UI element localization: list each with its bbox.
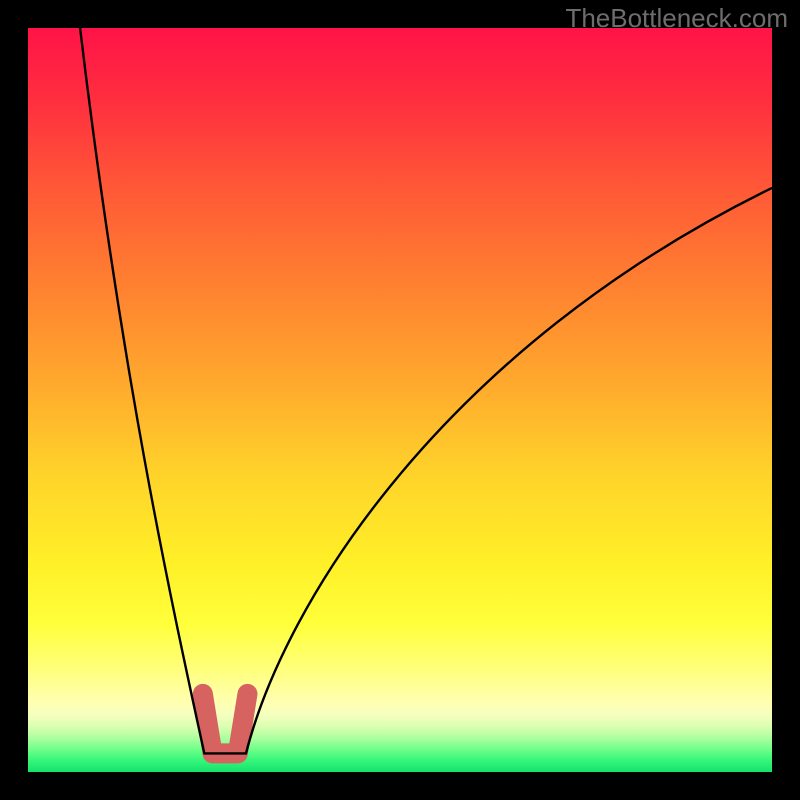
chart-svg [0, 0, 800, 800]
gradient-background [28, 28, 772, 772]
watermark-text: TheBottleneck.com [565, 3, 788, 34]
